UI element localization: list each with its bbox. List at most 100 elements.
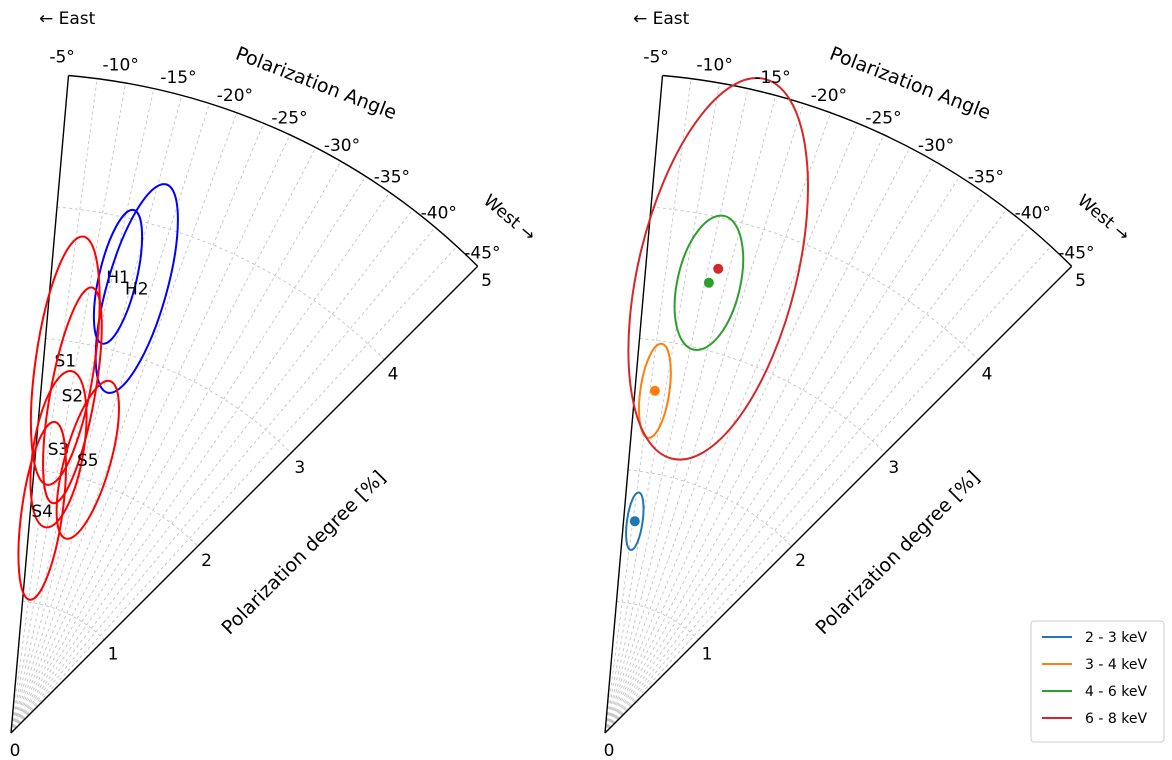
theta-tick-label: -45°: [464, 244, 500, 264]
west-label: West →: [479, 191, 539, 246]
r-axis-label: Polarization degree [%]: [811, 466, 984, 639]
grid-arc: [45, 338, 292, 454]
ellipse-label: H2: [125, 280, 149, 300]
grid-radial-line: [10, 112, 238, 734]
theta-tick-label: -35°: [968, 168, 1004, 188]
frame-layer: [10, 74, 479, 734]
r-tick-label: 3: [294, 458, 305, 478]
r-tick-label: 0: [604, 741, 615, 760]
legend-label: 4 - 6 keV: [1085, 684, 1147, 700]
confidence-ellipse: [29, 369, 88, 529]
grid-radial-line: [10, 82, 127, 734]
grid-radial-line: [10, 227, 436, 734]
polar-panel-right: -5° -10° -15° -20° -25° -30° -35° -40° -45° 0 1 2 3 4…: [604, 9, 1165, 760]
confidence-ellipse: [92, 208, 144, 345]
theta-tick-label: -10°: [697, 55, 733, 75]
theta-axis-label: Polarization Angle: [233, 43, 400, 125]
confidence-ellipse: [94, 183, 179, 394]
legend-entry: 6 - 8 keV: [1042, 711, 1147, 727]
confidence-ellipse: [637, 342, 672, 439]
tick-layer: -5° -10° -15° -20° -25° -30° -35° -40° -45° 0 1 2 3 4…: [10, 48, 501, 760]
grid-radial-line: [10, 192, 390, 734]
data-point: [649, 385, 660, 396]
grid-radial-line: [604, 192, 984, 734]
grid-arc: [627, 469, 793, 547]
legend-entry: 3 - 4 keV: [1042, 657, 1147, 673]
grid-layer: [10, 78, 458, 734]
grid-radial-line: [10, 176, 366, 734]
grid-radial-line: [10, 147, 317, 734]
grid-arc: [650, 206, 979, 360]
grid-radial-line: [10, 123, 265, 734]
grid-arc: [616, 601, 699, 641]
r-tick-label: 1: [702, 644, 713, 664]
data-layer: [625, 77, 809, 551]
confidence-ellipse: [627, 77, 809, 461]
east-label: ← East: [39, 9, 96, 29]
theta-tick-label: -5°: [49, 48, 74, 68]
r-tick-label: 5: [1075, 271, 1086, 291]
confidence-ellipse: [625, 491, 645, 551]
theta-tick-label: -25°: [271, 109, 307, 129]
ellipse-label: H1: [106, 268, 130, 288]
data-point: [629, 516, 640, 527]
data-point: [713, 263, 724, 274]
grid-radial-line: [604, 88, 749, 734]
theta-tick-label: -30°: [324, 136, 360, 156]
grid-radial-line: [604, 161, 936, 734]
theta-tick-label: -15°: [754, 68, 790, 88]
legend-label: 6 - 8 keV: [1085, 711, 1147, 727]
theta-tick-label: -10°: [103, 55, 139, 75]
confidence-ellipse: [29, 235, 101, 486]
legend-entry: 4 - 6 keV: [1042, 684, 1147, 700]
theta-tick-label: -25°: [865, 109, 901, 129]
east-label: ← East: [633, 9, 690, 29]
frame-edge-east: [10, 75, 70, 734]
theta-tick-label: -30°: [918, 136, 954, 156]
frame-edge-west: [10, 265, 479, 734]
grid-radial-line: [604, 147, 911, 734]
r-tick-label: 2: [201, 551, 212, 571]
grid-radial-line: [10, 95, 183, 734]
r-tick-label: 4: [388, 364, 399, 384]
grid-radial-line: [604, 134, 885, 734]
r-tick-label: 4: [982, 364, 993, 384]
r-tick-label: 0: [10, 741, 21, 760]
grid-layer: [604, 78, 1052, 734]
grid-arc: [56, 206, 385, 360]
tick-layer: -5° -10° -15° -20° -25° -30° -35° -40° -45° 0 1 2 3 4…: [604, 48, 1095, 760]
legend-frame: [1030, 620, 1165, 743]
theta-tick-label: -45°: [1058, 244, 1094, 264]
grid-radial-line: [10, 209, 414, 734]
grid-radial-line: [604, 112, 832, 734]
grid-arc: [33, 469, 199, 547]
grid-radial-line: [604, 176, 960, 734]
grid-radial-line: [604, 78, 692, 734]
grid-radial-line: [604, 209, 1008, 734]
r-tick-label: 1: [108, 644, 119, 664]
theta-tick-label: -20°: [811, 86, 847, 106]
frame-outer-arc: [68, 74, 479, 267]
r-tick-label: 2: [795, 551, 806, 571]
grid-radial-line: [604, 227, 1030, 734]
grid-radial-line: [604, 95, 777, 734]
grid-radial-line: [10, 78, 98, 734]
ellipse-label: S5: [77, 451, 99, 471]
ellipse-label: S4: [31, 502, 53, 522]
confidence-ellipse: [55, 379, 120, 540]
r-tick-label: 5: [481, 271, 492, 291]
theta-tick-label: -20°: [217, 86, 253, 106]
theta-tick-label: -40°: [1015, 204, 1051, 224]
theta-axis-label: Polarization Angle: [827, 43, 994, 125]
legend: 2 - 3 keV 3 - 4 keV 4 - 6 keV 6 - 8 keV: [1030, 620, 1165, 743]
grid-radial-line: [10, 134, 291, 734]
west-label: West →: [1073, 191, 1133, 246]
grid-arc: [639, 338, 886, 454]
grid-radial-line: [604, 246, 1052, 734]
grid-radial-line: [10, 161, 342, 734]
frame-outer-arc: [662, 74, 1073, 267]
r-axis-label: Polarization degree [%]: [217, 466, 390, 639]
